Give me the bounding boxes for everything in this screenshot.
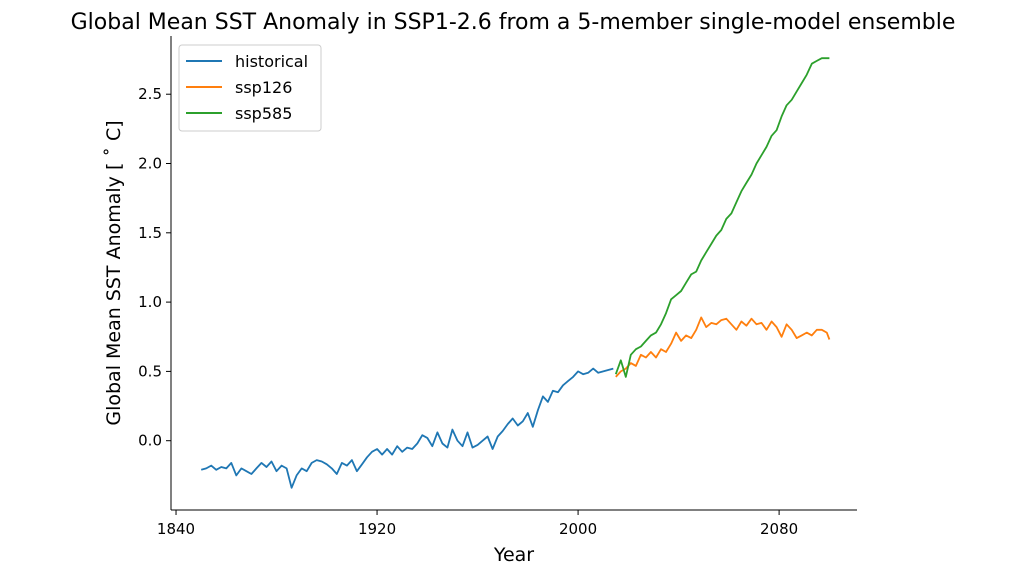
y-tick-label: 0.0 — [138, 432, 162, 450]
y-tick-label: 2.5 — [138, 85, 162, 103]
legend-box — [178, 44, 322, 132]
series-layer — [200, 57, 831, 489]
legend-items: historical ssp126 ssp585 — [186, 52, 308, 123]
legend: historical ssp126 ssp585 — [178, 44, 322, 132]
x-ticks: 1840 1920 2000 2080 — [157, 510, 798, 538]
legend-label-ssp585: ssp585 — [235, 104, 292, 123]
y-tick-label: 0.5 — [138, 362, 162, 380]
y-tick-label: 1.5 — [138, 224, 162, 242]
series-line-ssp585 — [614, 57, 830, 378]
x-tick-label: 2000 — [559, 520, 597, 538]
legend-label-ssp126: ssp126 — [235, 78, 292, 97]
chart-title: Global Mean SST Anomaly in SSP1-2.6 from… — [71, 10, 956, 35]
y-tick-label: 2.0 — [138, 155, 162, 173]
y-axis-label: Global Mean SST Anomaly [ ˚ C] — [103, 120, 125, 425]
legend-label-historical: historical — [235, 52, 308, 71]
x-axis-label: Year — [493, 544, 534, 566]
x-tick-label: 1920 — [358, 520, 396, 538]
plot-area: 1840 1920 2000 2080 0.0 0.5 1.0 1.5 2.0 2.5 — [138, 36, 857, 538]
y-ticks: 0.0 0.5 1.0 1.5 2.0 2.5 — [138, 85, 171, 450]
x-tick-label: 2080 — [760, 520, 798, 538]
series-line-historical — [200, 367, 614, 489]
y-tick-label: 1.0 — [138, 293, 162, 311]
series-line-ssp126 — [615, 316, 831, 378]
x-tick-label: 1840 — [157, 520, 195, 538]
